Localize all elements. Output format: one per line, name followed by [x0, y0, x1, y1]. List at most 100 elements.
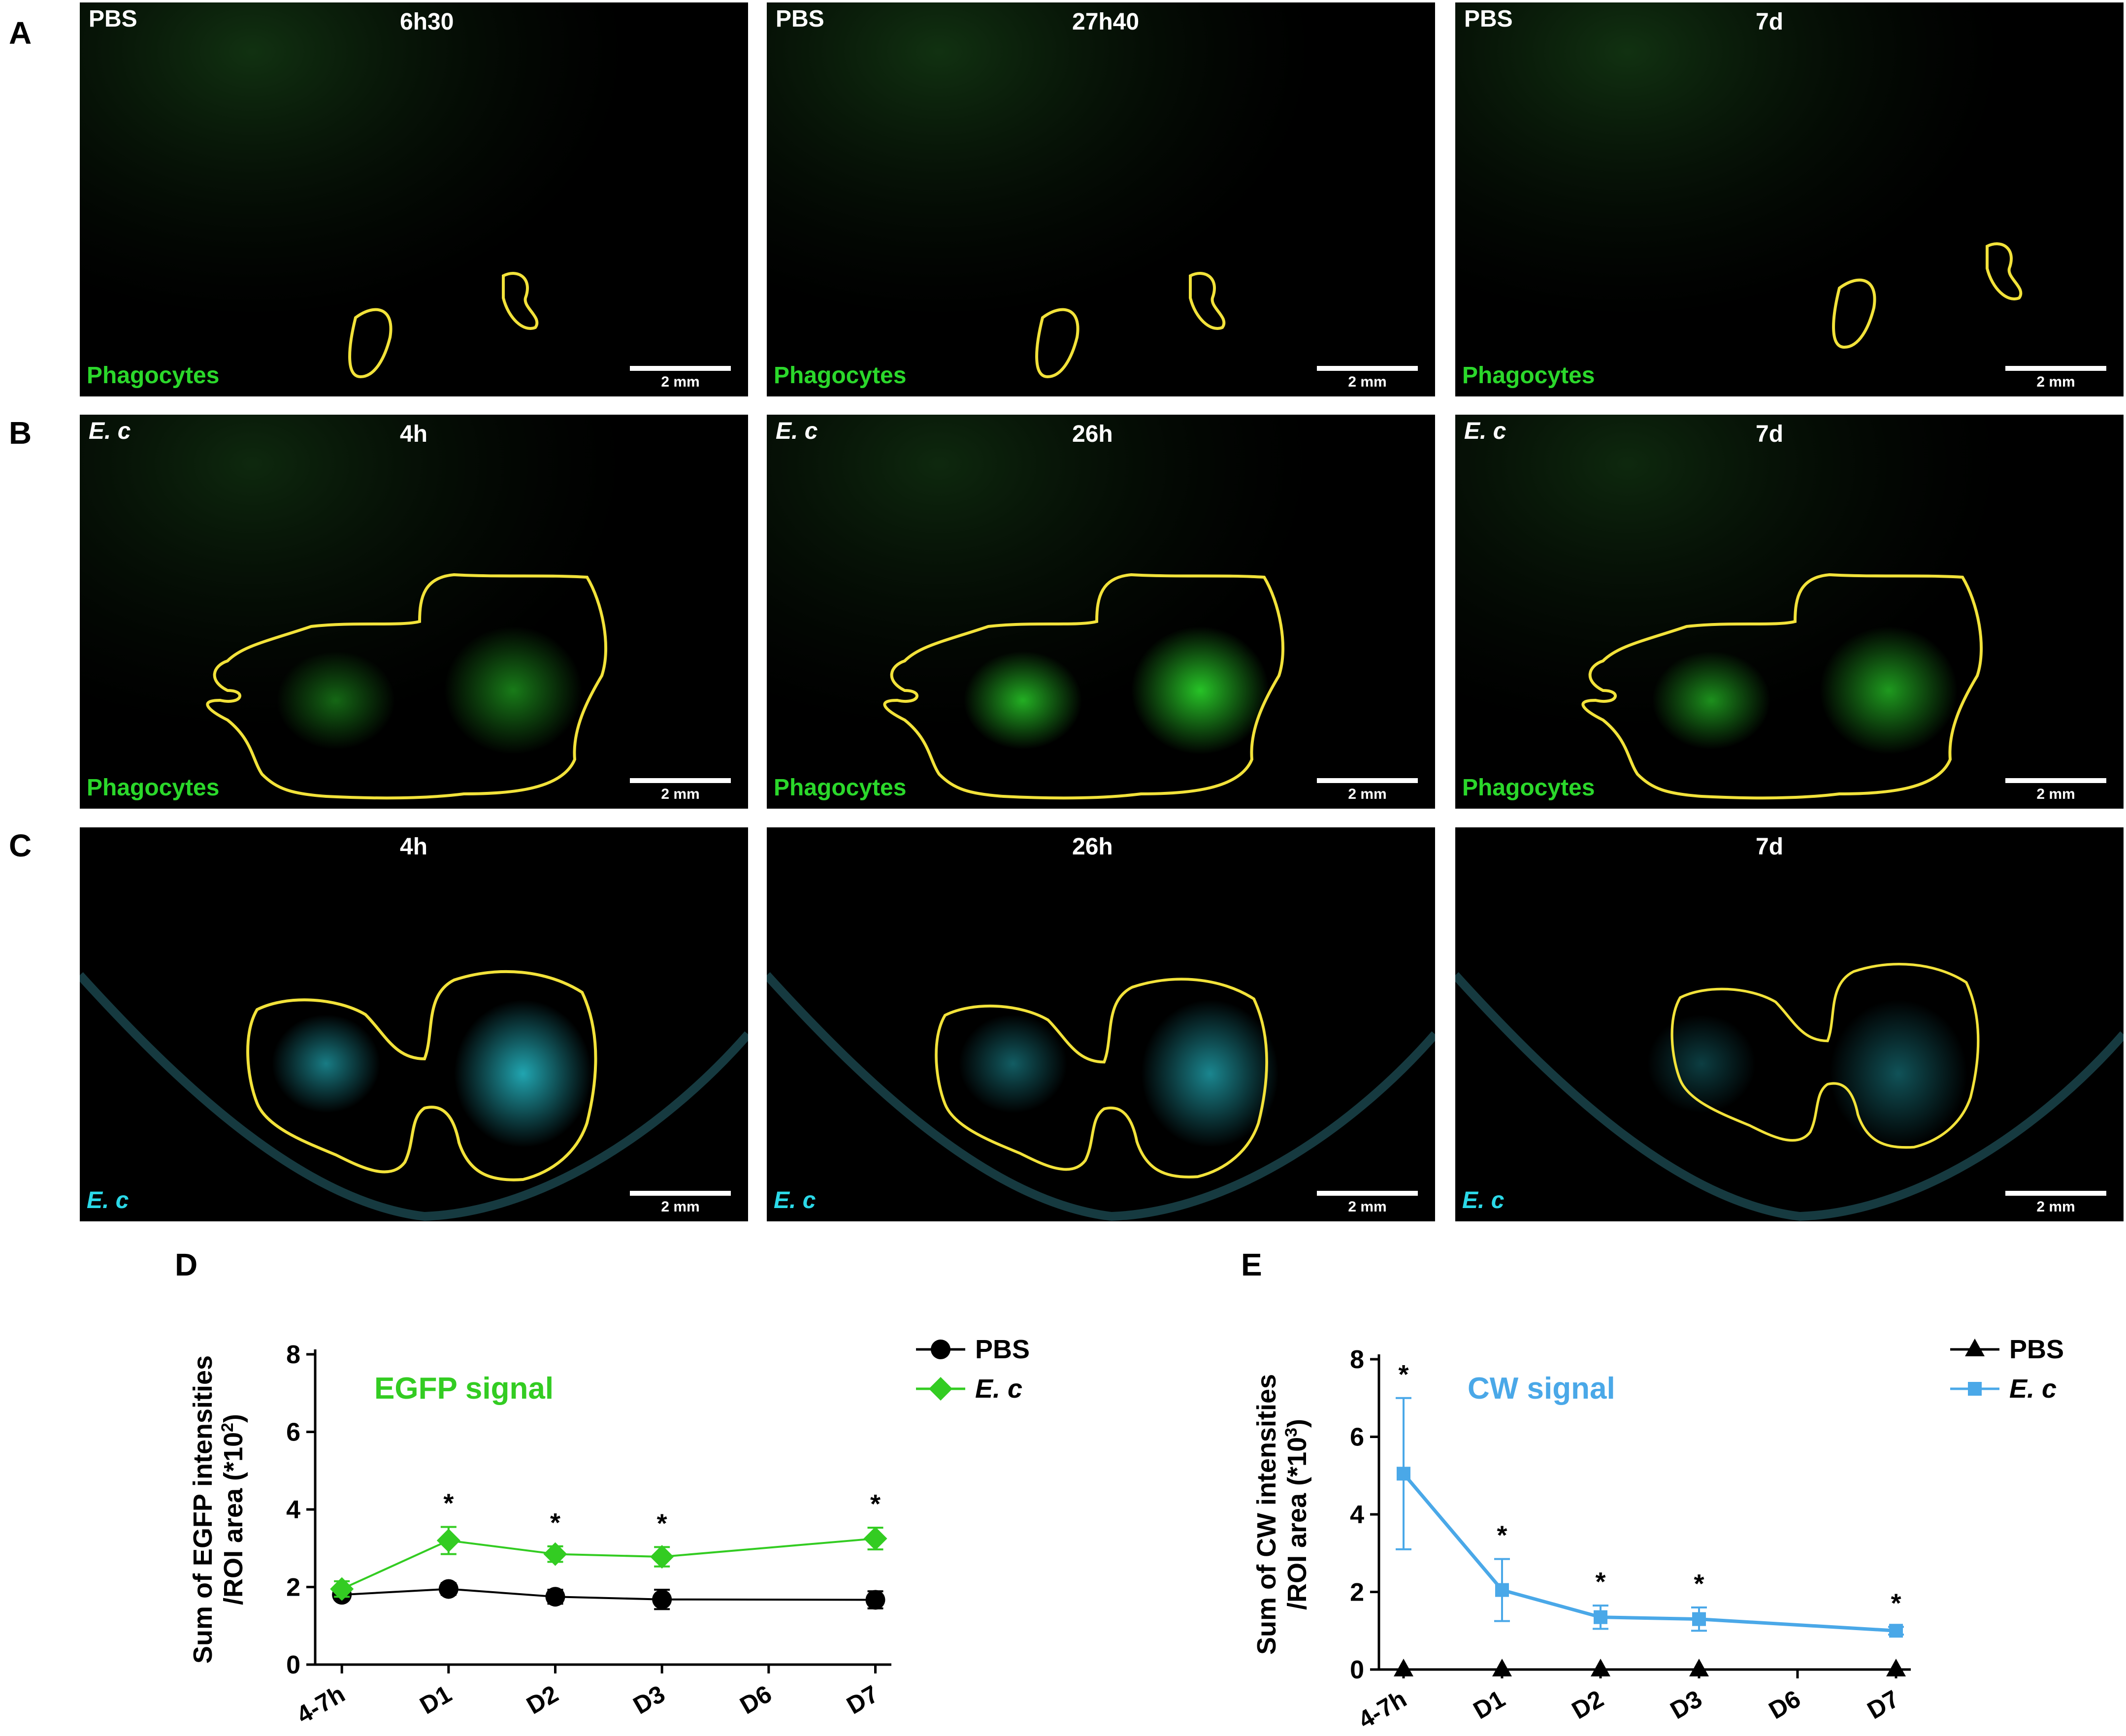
- treatment-label: E. c: [776, 418, 818, 444]
- data-point: [1591, 1659, 1610, 1676]
- y-tick-label: 8: [1350, 1345, 1364, 1374]
- series-pbs: [332, 1579, 885, 1610]
- series-ec: [330, 1526, 887, 1601]
- x-tick-label: D7: [1863, 1685, 1903, 1724]
- data-point: [1492, 1659, 1512, 1676]
- data-point: [1968, 1382, 1982, 1396]
- treatment-label: E. c: [1464, 418, 1506, 444]
- panel-letter-e: E: [1241, 1251, 1262, 1282]
- channel-label: E. c: [774, 1187, 816, 1213]
- micrograph-c-3: 7d E. c 2 mm: [1455, 827, 2124, 1221]
- micrograph-b-1: E. c 4h Phagocytes 2 mm: [80, 415, 748, 809]
- legend-label: PBS: [975, 1335, 1030, 1364]
- y-tick-label: 8: [286, 1341, 300, 1369]
- significance-star: *: [1595, 1567, 1605, 1597]
- x-tick-label: D1: [415, 1680, 456, 1719]
- micrograph-a-2: PBS 27h40 Phagocytes 2 mm: [767, 2, 1435, 396]
- x-tick-label: 4-7h: [292, 1680, 350, 1729]
- scale-bar: [630, 778, 731, 783]
- row-letter-b: B: [9, 415, 32, 451]
- data-point: [652, 1589, 672, 1609]
- data-point: [863, 1527, 887, 1551]
- data-point: [865, 1590, 885, 1610]
- time-label: 27h40: [1072, 9, 1140, 35]
- y-axis-label-line2: /ROI area (*103): [1282, 1419, 1312, 1610]
- micrograph-a-1: PBS 6h30 Phagocytes 2 mm: [80, 2, 748, 396]
- legend-label: E. c: [975, 1374, 1022, 1404]
- scale-bar-label: 2 mm: [1348, 786, 1387, 802]
- micrograph-image: [1455, 963, 2124, 1221]
- signal-right: [1131, 626, 1269, 754]
- data-point: [1965, 1339, 1985, 1356]
- y-axis-label-line1: Sum of EGFP intensities: [188, 1355, 218, 1664]
- data-point: [1886, 1659, 1906, 1676]
- treatment-label: PBS: [1464, 6, 1513, 32]
- series-line: [341, 1538, 876, 1590]
- x-tick-label: D3: [1666, 1685, 1706, 1724]
- y-axis-label-line2: /ROI area (*102): [218, 1414, 248, 1605]
- y-tick-label: 2: [286, 1573, 300, 1602]
- data-point: [1397, 1467, 1410, 1481]
- channel-label: E. c: [1462, 1187, 1505, 1213]
- time-label: 4h: [400, 834, 428, 860]
- channel-label: Phagocytes: [1462, 362, 1595, 389]
- scale-bar-label: 2 mm: [1348, 1199, 1387, 1215]
- scale-bar: [1317, 1191, 1418, 1196]
- tissue-edge: [1455, 972, 2124, 1221]
- data-point: [1594, 1610, 1607, 1624]
- signal-right: [454, 1000, 592, 1147]
- micrograph-image: [1455, 2, 2076, 396]
- x-tick-label: D2: [522, 1680, 563, 1719]
- tissue-background: [767, 415, 1387, 809]
- roi-outline: [1670, 963, 1980, 1149]
- channel-label: Phagocytes: [774, 775, 907, 801]
- y-tick-label: 4: [286, 1496, 300, 1524]
- signal-left: [1652, 651, 1770, 750]
- x-tick-label: D1: [1469, 1685, 1509, 1724]
- channel-label: Phagocytes: [87, 362, 220, 389]
- scale-bar-label: 2 mm: [2036, 1199, 2075, 1215]
- y-axis-label-main: /ROI area (*10: [219, 1432, 248, 1605]
- y-axis-label-exponent: 2: [218, 1423, 237, 1432]
- time-label: 26h: [1072, 834, 1113, 860]
- y-tick-label: 0: [286, 1651, 300, 1679]
- y-axis-label-main: /ROI area (*10: [1282, 1437, 1312, 1610]
- signal-left: [277, 651, 395, 750]
- significance-star: *: [1398, 1360, 1408, 1389]
- scale-bar-label: 2 mm: [661, 786, 700, 802]
- legend-item-ec: E. c: [1950, 1374, 2057, 1404]
- y-axis-label-close: ): [219, 1414, 248, 1423]
- y-tick-label: 4: [1350, 1501, 1364, 1529]
- series-line: [342, 1588, 876, 1601]
- y-axis-label-line1: Sum of CW intensities: [1252, 1374, 1281, 1655]
- legend-item-pbs: PBS: [1950, 1335, 2064, 1364]
- chart-d: D 0 2 4 6 8 4-7h D1 D2 D3 D6 D7 Sum of EGFP intensit…: [175, 1247, 1030, 1729]
- signal-left: [959, 1015, 1067, 1113]
- micrograph-image: [767, 415, 1387, 809]
- roi-outline: [246, 970, 597, 1181]
- time-label: 7d: [1756, 421, 1784, 447]
- scale-bar-label: 2 mm: [1348, 374, 1387, 390]
- significance-star: *: [550, 1508, 560, 1538]
- data-point: [1889, 1624, 1903, 1638]
- scale-bar-label: 2 mm: [661, 374, 700, 390]
- data-point: [650, 1545, 674, 1569]
- series-pbs: [1394, 1659, 1906, 1676]
- tissue-edge: [80, 972, 748, 1221]
- channel-label: Phagocytes: [1462, 775, 1595, 801]
- x-tick-label: D3: [628, 1680, 669, 1719]
- scale-bar-label: 2 mm: [661, 1199, 700, 1215]
- signal-annotation: CW signal: [1468, 1372, 1615, 1406]
- roi-outline: [1986, 242, 2023, 300]
- data-point: [545, 1587, 565, 1607]
- tissue-background: [767, 2, 1387, 396]
- treatment-label: E. c: [89, 418, 131, 444]
- roi-outline: [1189, 272, 1226, 330]
- scale-bar: [630, 366, 731, 371]
- chart-e-container: E 0 2 4 6 8 4-7h D1 D2 D3 D6 D7 Sum of CW intensitie…: [1211, 1247, 2118, 1734]
- roi-outline: [348, 308, 392, 379]
- channel-label: E. c: [87, 1187, 129, 1213]
- data-point: [1394, 1659, 1413, 1676]
- time-label: 6h30: [400, 9, 454, 35]
- y-tick-label: 0: [1350, 1656, 1364, 1684]
